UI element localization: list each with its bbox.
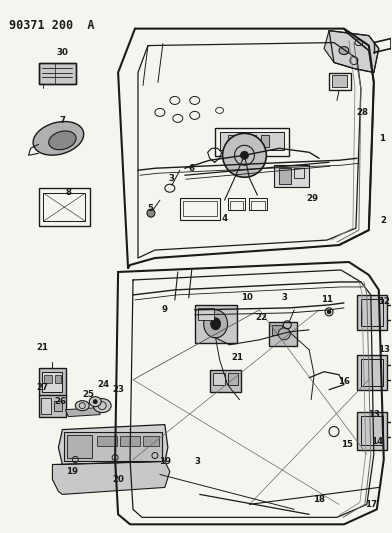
Bar xyxy=(274,165,309,187)
Text: 28: 28 xyxy=(356,108,368,117)
Text: 20: 20 xyxy=(112,475,124,484)
Bar xyxy=(38,62,76,84)
Text: 2: 2 xyxy=(381,216,387,224)
Ellipse shape xyxy=(147,209,155,217)
Ellipse shape xyxy=(327,310,331,314)
Ellipse shape xyxy=(89,397,101,407)
Bar xyxy=(210,370,241,392)
Text: 21: 21 xyxy=(36,343,49,352)
Bar xyxy=(214,128,289,156)
Text: 26: 26 xyxy=(54,397,66,406)
Text: 24: 24 xyxy=(97,380,109,389)
Bar xyxy=(249,198,267,210)
Text: 19: 19 xyxy=(66,467,78,476)
Bar xyxy=(44,193,85,221)
Bar xyxy=(361,359,383,386)
Polygon shape xyxy=(65,408,100,417)
Ellipse shape xyxy=(211,318,221,330)
Text: 30: 30 xyxy=(56,48,68,57)
Text: 23: 23 xyxy=(112,385,124,394)
Text: 27: 27 xyxy=(36,383,49,392)
Bar xyxy=(42,398,51,414)
Text: 1: 1 xyxy=(379,134,385,143)
Text: 11: 11 xyxy=(321,295,333,304)
Bar xyxy=(38,62,76,84)
Text: 90371 200  A: 90371 200 A xyxy=(9,19,94,31)
Bar xyxy=(230,201,243,210)
Text: 15: 15 xyxy=(341,440,353,449)
Text: 8: 8 xyxy=(65,188,71,197)
Bar xyxy=(38,368,66,395)
Bar xyxy=(143,435,159,446)
Ellipse shape xyxy=(49,131,76,150)
Bar xyxy=(245,135,256,147)
Text: 16: 16 xyxy=(338,377,350,386)
Ellipse shape xyxy=(339,46,349,54)
Bar xyxy=(38,394,66,417)
Text: 4: 4 xyxy=(221,214,228,223)
Bar xyxy=(227,135,240,147)
Bar xyxy=(44,375,53,383)
Bar xyxy=(195,305,236,343)
Bar xyxy=(361,299,383,326)
Text: 3: 3 xyxy=(281,294,287,302)
Bar xyxy=(198,308,214,320)
Bar xyxy=(55,375,62,383)
Text: 18: 18 xyxy=(313,495,325,504)
Bar xyxy=(269,322,297,346)
Text: 3: 3 xyxy=(169,174,175,183)
Text: 22: 22 xyxy=(255,313,267,322)
Ellipse shape xyxy=(33,122,84,155)
Bar xyxy=(294,168,304,178)
Text: 3: 3 xyxy=(195,457,201,466)
Ellipse shape xyxy=(93,400,97,403)
Bar xyxy=(251,201,265,210)
Text: 14: 14 xyxy=(371,437,383,446)
Bar xyxy=(332,76,347,87)
Text: 13: 13 xyxy=(378,345,390,354)
Ellipse shape xyxy=(204,310,227,338)
Ellipse shape xyxy=(278,328,290,340)
Bar xyxy=(97,435,117,446)
Bar xyxy=(272,325,282,335)
Bar xyxy=(220,132,284,150)
Bar xyxy=(120,435,140,446)
Bar xyxy=(357,355,387,390)
Bar xyxy=(357,411,387,449)
Text: 19: 19 xyxy=(159,457,171,466)
Text: 10: 10 xyxy=(241,294,253,302)
Text: 6: 6 xyxy=(189,164,195,173)
Polygon shape xyxy=(58,425,168,464)
Bar xyxy=(227,198,245,210)
Bar xyxy=(67,434,92,458)
Bar xyxy=(357,295,387,330)
Bar xyxy=(279,168,291,184)
Text: 7: 7 xyxy=(59,116,65,125)
Bar xyxy=(261,135,269,147)
Polygon shape xyxy=(53,462,170,495)
Text: 21: 21 xyxy=(232,353,243,362)
Text: 9: 9 xyxy=(162,305,168,314)
Bar xyxy=(329,72,351,91)
Bar xyxy=(38,188,90,226)
Polygon shape xyxy=(324,30,379,72)
Bar xyxy=(180,198,220,220)
Text: 25: 25 xyxy=(82,390,94,399)
Ellipse shape xyxy=(93,399,111,413)
Text: 13: 13 xyxy=(368,410,380,419)
Text: 12: 12 xyxy=(378,297,390,306)
Bar xyxy=(361,416,383,445)
Bar xyxy=(54,401,62,410)
Ellipse shape xyxy=(240,151,249,159)
Bar xyxy=(64,432,162,462)
Ellipse shape xyxy=(75,401,89,410)
Text: 17: 17 xyxy=(365,500,377,509)
Ellipse shape xyxy=(223,133,266,177)
Bar xyxy=(212,373,225,385)
Bar xyxy=(42,372,62,392)
Bar xyxy=(227,373,238,385)
Text: 29: 29 xyxy=(306,193,318,203)
Text: 5: 5 xyxy=(147,204,153,213)
Bar xyxy=(183,201,217,216)
